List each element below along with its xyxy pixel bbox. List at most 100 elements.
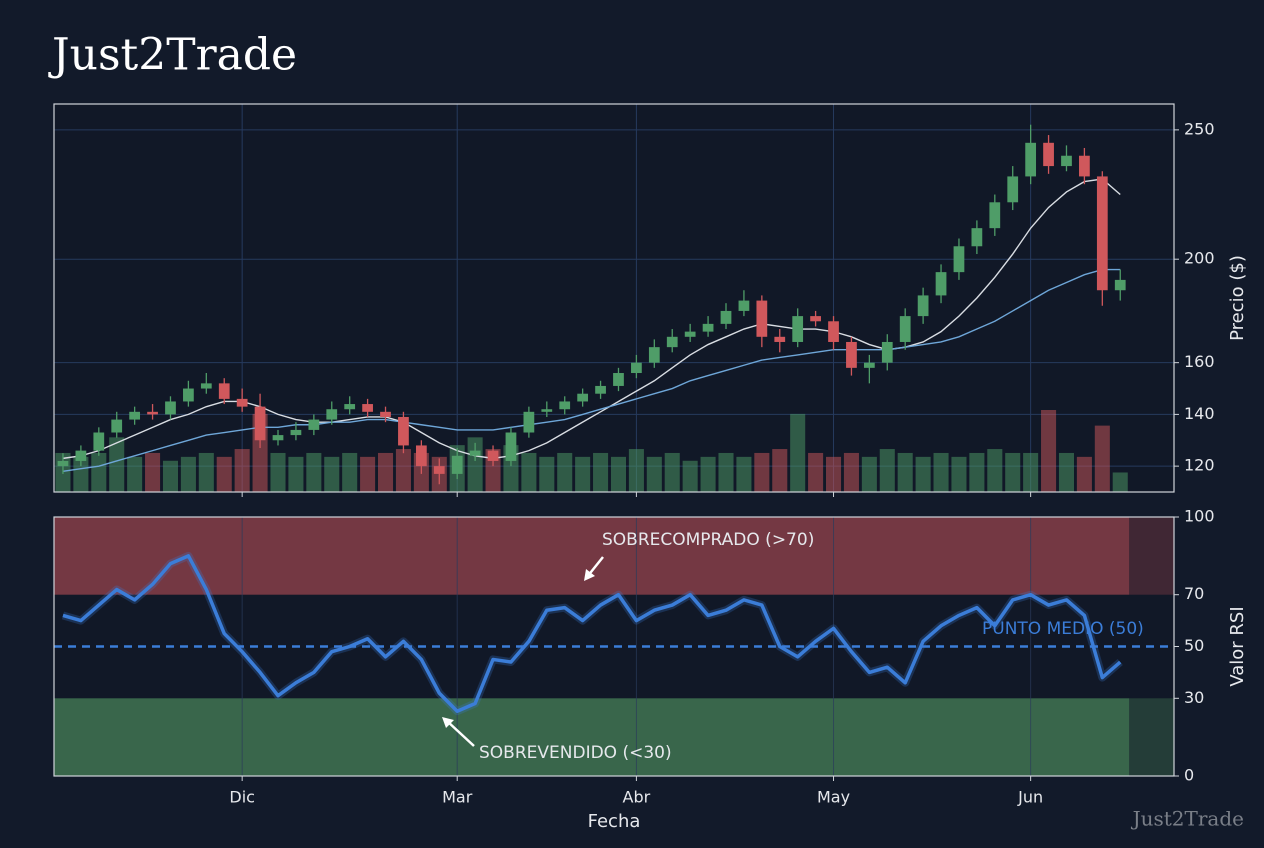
volume-bar [628, 449, 644, 492]
moving-average [62, 268, 1121, 472]
candle-body [398, 416, 409, 446]
candle-body [487, 450, 499, 461]
candle-body [218, 383, 230, 399]
y-axis-label: Precio ($) [1227, 255, 1248, 341]
volume-bar [682, 460, 698, 492]
candle-body [828, 321, 839, 342]
volume-bar [324, 456, 340, 492]
volume-bar [288, 456, 304, 492]
volume-bar [610, 456, 627, 492]
candle-body [451, 455, 463, 474]
candle-body [75, 450, 87, 461]
volume-bar [843, 452, 859, 492]
candle-body [344, 404, 356, 410]
volume-bar [808, 452, 824, 492]
volume-bar [162, 460, 179, 492]
candle-body [899, 316, 911, 342]
candle-body [559, 401, 571, 410]
x-tick-label: Jun [1017, 788, 1043, 807]
zone-tail [1129, 698, 1174, 776]
candle-body [989, 202, 1001, 229]
candle-body [702, 323, 714, 332]
candle-body [129, 411, 141, 420]
candle-body [1025, 142, 1037, 177]
volume-bar [969, 452, 985, 492]
y-axis-label: Valor RSI [1227, 606, 1248, 686]
candle-body [846, 341, 857, 368]
volume-bar [109, 437, 125, 492]
plot-frame [53, 103, 1175, 493]
candle-body [648, 347, 660, 363]
zone [54, 698, 1130, 776]
x-tick-label: Abr [623, 788, 651, 807]
volume-bar [395, 449, 411, 492]
zone [54, 517, 1130, 595]
volume-bar [754, 452, 770, 492]
watermark: Just2Trade [1131, 807, 1244, 831]
candle-body [577, 393, 589, 402]
x-tick-label: May [817, 788, 850, 807]
y-tick-label: 100 [1184, 507, 1215, 526]
volume-bar [664, 452, 680, 492]
volume-bar [772, 449, 788, 492]
volume-bar [145, 452, 161, 492]
annotation: PUNTO MEDIO (50) [982, 619, 1144, 639]
volume-bar [234, 449, 250, 492]
candle-body [810, 316, 821, 322]
candle-body [57, 460, 69, 467]
rsi-line [62, 554, 1122, 713]
annotation: SOBREVENDIDO (<30) [479, 743, 672, 763]
volume-bar [1112, 472, 1128, 492]
candle-body [631, 362, 642, 374]
candle-body [917, 295, 929, 317]
volume-bar [933, 452, 949, 492]
volume-bar [180, 456, 196, 492]
volume-bar [521, 452, 537, 492]
x-tick-label: Dic [229, 788, 255, 807]
volume-bar [127, 456, 143, 492]
y-tick-label: 250 [1184, 119, 1215, 138]
volume-bar [342, 452, 358, 492]
volume-bar [1076, 456, 1092, 492]
volume-bar [951, 456, 967, 492]
volume-bar [539, 456, 555, 492]
candle-body [1007, 176, 1019, 203]
y-tick-label: 200 [1184, 249, 1215, 268]
volume-bar [216, 456, 232, 492]
y-tick-label: 70 [1184, 584, 1204, 603]
volume-bar [790, 413, 806, 492]
candle-body [362, 404, 373, 412]
volume-bar [91, 452, 107, 492]
arrow-head [584, 569, 595, 581]
candle-body [254, 406, 266, 441]
candle-body [881, 341, 893, 363]
candle-body [290, 429, 302, 436]
annotation: SOBRECOMPRADO (>70) [602, 530, 814, 550]
chart-title: Just2Trade [48, 30, 297, 81]
candle-body [415, 445, 427, 467]
y-tick-label: 120 [1184, 456, 1215, 475]
candle-body [1061, 155, 1072, 167]
volume-bar [1023, 452, 1039, 492]
volume-bar [360, 456, 376, 492]
candle-body [380, 411, 391, 417]
x-tick-label: Mar [442, 788, 473, 807]
x-axis-label: Fecha [588, 811, 641, 832]
candle-body [469, 450, 481, 456]
candle-body [935, 272, 947, 296]
volume-bar [198, 452, 214, 492]
volume-bar [897, 452, 913, 492]
candle-body [774, 336, 786, 342]
candle-body [738, 300, 750, 311]
y-tick-label: 160 [1184, 352, 1215, 371]
candle-body [505, 432, 517, 461]
volume-bar [700, 456, 716, 492]
candle-body [200, 383, 212, 389]
candle-body [523, 411, 535, 433]
zone-tail [1129, 517, 1174, 595]
candle-body [1096, 176, 1108, 291]
y-tick-label: 50 [1184, 636, 1204, 655]
candle-body [183, 388, 194, 402]
volume-bar [825, 456, 842, 492]
